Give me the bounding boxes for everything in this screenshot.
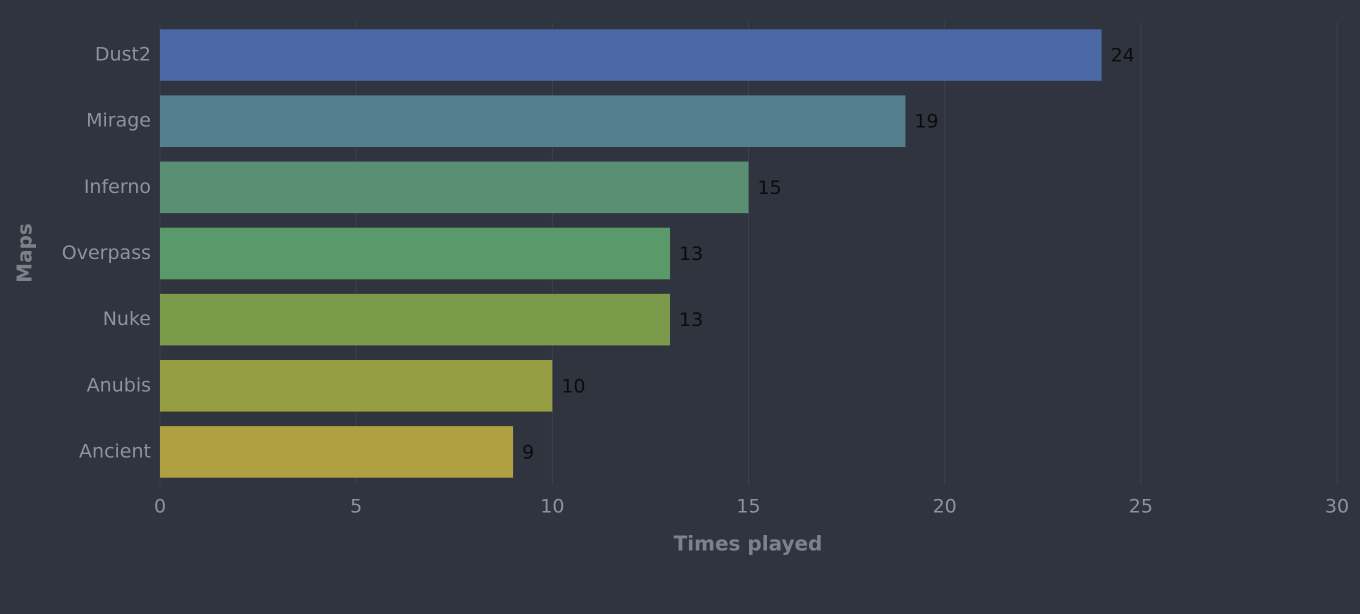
x-tick-label: 10 [540,496,564,518]
x-tick-label: 0 [154,496,166,518]
value-label: 10 [561,375,585,397]
y-tick-label: Ancient [79,440,151,462]
y-tick-label: Nuke [103,308,151,330]
bar [160,359,553,412]
x-axis-label: Times played [674,532,823,556]
bar [160,426,514,478]
bar [160,29,1102,81]
bar [160,227,671,280]
y-tick-label: Inferno [84,176,151,198]
bar [160,293,671,346]
value-label: 19 [914,111,938,133]
x-tick-label: 15 [736,496,760,518]
y-tick-label: Overpass [62,242,151,264]
x-tick-label: 30 [1325,496,1349,518]
value-label: 9 [522,441,534,463]
bar [160,161,749,214]
value-label: 13 [679,309,703,331]
bar [160,95,906,148]
x-tick-label: 5 [350,496,362,518]
value-label: 24 [1111,45,1135,67]
y-tick-label: Dust2 [95,44,151,66]
x-tick-label: 25 [1129,496,1153,518]
value-label: 13 [679,243,703,265]
y-axis-label: Maps [13,223,37,283]
y-tick-label: Anubis [87,374,151,396]
value-label: 15 [758,177,782,199]
x-tick-label: 20 [933,496,957,518]
y-tick-label: Mirage [86,110,151,132]
